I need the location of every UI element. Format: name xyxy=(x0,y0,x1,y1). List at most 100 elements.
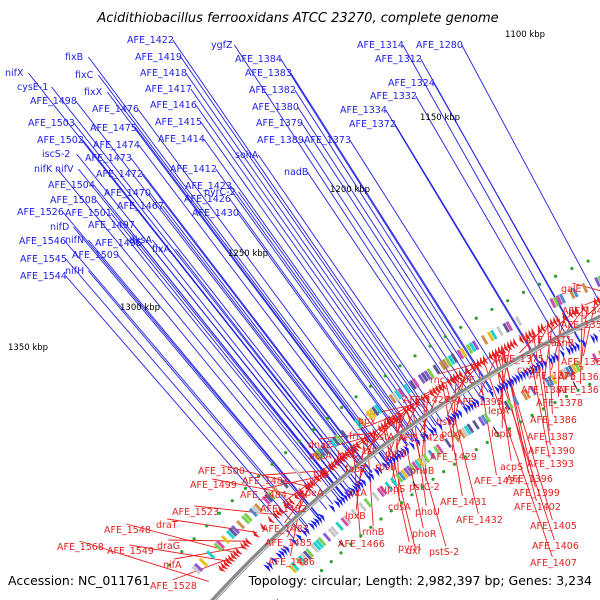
forward-gene-label-afe-1379: AFE_1379 xyxy=(256,118,303,129)
cog-block xyxy=(251,505,261,515)
forward-gene-label-dksa: dksA xyxy=(129,235,152,246)
forward-gene-arrow xyxy=(479,394,485,404)
reverse-gene-arrow xyxy=(420,393,427,404)
cog-block xyxy=(558,293,567,304)
reverse-leader-line xyxy=(519,325,547,354)
forward-gene-arrow xyxy=(348,487,356,496)
forward-gene-arrow xyxy=(580,338,586,349)
reverse-gene-arrow xyxy=(339,453,346,463)
reverse-gene-label-afe-1381: AFE_1381 xyxy=(521,385,568,396)
reverse-gene-label-rnc: rnc xyxy=(430,375,445,386)
cog-block xyxy=(468,342,477,353)
trna-mark xyxy=(506,299,510,303)
reverse-gene-arrow xyxy=(470,362,477,372)
cog-block xyxy=(317,447,327,457)
reverse-gene-label-afe-1548: AFE_1548 xyxy=(104,525,151,536)
forward-gene-label-afe-1475: AFE_1475 xyxy=(90,123,137,134)
cog-block xyxy=(564,366,573,377)
cog-block xyxy=(295,557,305,567)
reverse-gene-label-afe-1523: AFE_1523 xyxy=(172,507,219,518)
trna-mark xyxy=(230,499,234,503)
cog-block xyxy=(552,296,560,307)
forward-gene-arrow xyxy=(317,513,325,522)
forward-leader-line xyxy=(95,199,340,500)
forward-gene-arrow xyxy=(517,372,523,382)
forward-gene-arrow xyxy=(523,368,529,379)
reverse-gene-arrow xyxy=(456,371,462,381)
forward-leader-line xyxy=(65,275,295,540)
reverse-gene-arrow xyxy=(458,369,465,379)
reverse-gene-arrow xyxy=(447,376,454,387)
forward-gene-arrow xyxy=(265,562,274,570)
forward-gene-label-afe-1423: AFE_1423 xyxy=(185,181,232,192)
reverse-leader-line xyxy=(451,376,457,452)
reverse-gene-label-fabz: fabZ xyxy=(345,464,367,475)
reverse-leader-line xyxy=(167,518,258,533)
reverse-gene-label-acca: accA xyxy=(309,451,332,462)
reverse-gene-arrow xyxy=(350,445,357,454)
forward-leader-line xyxy=(88,239,320,517)
cog-block xyxy=(323,442,333,453)
reverse-gene-arrow xyxy=(296,489,304,498)
cog-block xyxy=(544,377,552,388)
reverse-gene-label-phou: phoU xyxy=(415,507,440,518)
reverse-gene-label-era: era xyxy=(445,394,461,405)
reverse-gene-arrow xyxy=(227,554,236,563)
reverse-gene-arrow xyxy=(531,327,537,338)
forward-gene-label-afe-1412: AFE_1412 xyxy=(170,164,217,175)
forward-gene-arrow xyxy=(277,550,286,559)
forward-leader-line xyxy=(290,72,493,391)
forward-gene-arrow xyxy=(565,346,571,357)
forward-gene-arrow xyxy=(532,363,538,374)
cog-block xyxy=(420,372,429,383)
forward-gene-label-afe-1426: AFE_1426 xyxy=(184,194,231,205)
cog-block xyxy=(480,414,489,425)
reverse-gene-arrow xyxy=(267,515,276,524)
cog-block xyxy=(435,443,444,454)
forward-gene-label-afe-1382: AFE_1382 xyxy=(249,85,296,96)
reverse-gene-arrow xyxy=(528,329,534,339)
cog-block xyxy=(340,517,349,527)
cog-block xyxy=(403,467,412,477)
reverse-gene-arrow xyxy=(386,417,393,427)
reverse-gene-label-drag: draG xyxy=(157,541,180,552)
forward-gene-arrow xyxy=(470,399,477,410)
cog-block xyxy=(342,514,352,525)
forward-gene-arrow xyxy=(526,367,532,377)
forward-gene-label-afe-1324: AFE_1324 xyxy=(388,78,435,89)
reverse-leader-line xyxy=(438,362,480,375)
trna-mark xyxy=(474,316,478,320)
forward-gene-label-pyrc-2: pyrC-2 xyxy=(204,187,236,198)
trna-mark xyxy=(325,416,329,421)
reverse-gene-arrow xyxy=(504,342,510,353)
cog-block xyxy=(350,508,360,519)
forward-gene-arrow xyxy=(508,377,514,387)
cog-block xyxy=(549,298,557,309)
kbp-label-1300-kbp: 1300 kbp xyxy=(120,303,160,313)
reverse-gene-label-lpxa: lpxA xyxy=(346,488,367,499)
reverse-gene-arrow xyxy=(519,334,525,344)
reverse-gene-arrow xyxy=(415,397,422,407)
forward-gene-arrow xyxy=(430,425,437,436)
reverse-gene-label-afe-1386: AFE_1386 xyxy=(530,415,577,426)
forward-gene-arrow xyxy=(553,352,559,363)
reverse-leader-line xyxy=(483,360,553,558)
reverse-leader-line xyxy=(445,383,479,515)
trna-mark xyxy=(519,420,523,424)
cog-block xyxy=(331,436,341,446)
reverse-gene-label-psts-2: pstS-2 xyxy=(429,547,459,558)
cog-block xyxy=(389,477,399,487)
forward-leader-line xyxy=(152,239,351,491)
forward-leader-line xyxy=(215,168,413,443)
reverse-gene-arrow xyxy=(476,358,483,368)
cog-block xyxy=(394,389,403,400)
forward-gene-arrow xyxy=(328,504,336,513)
cog-block xyxy=(215,539,226,550)
trna-mark xyxy=(443,335,447,339)
cog-block xyxy=(376,487,385,498)
cog-block xyxy=(450,353,459,364)
reverse-leader-line xyxy=(572,282,600,292)
reverse-gene-arrow xyxy=(244,537,253,545)
trna-mark xyxy=(570,266,574,271)
cog-block xyxy=(264,493,274,503)
